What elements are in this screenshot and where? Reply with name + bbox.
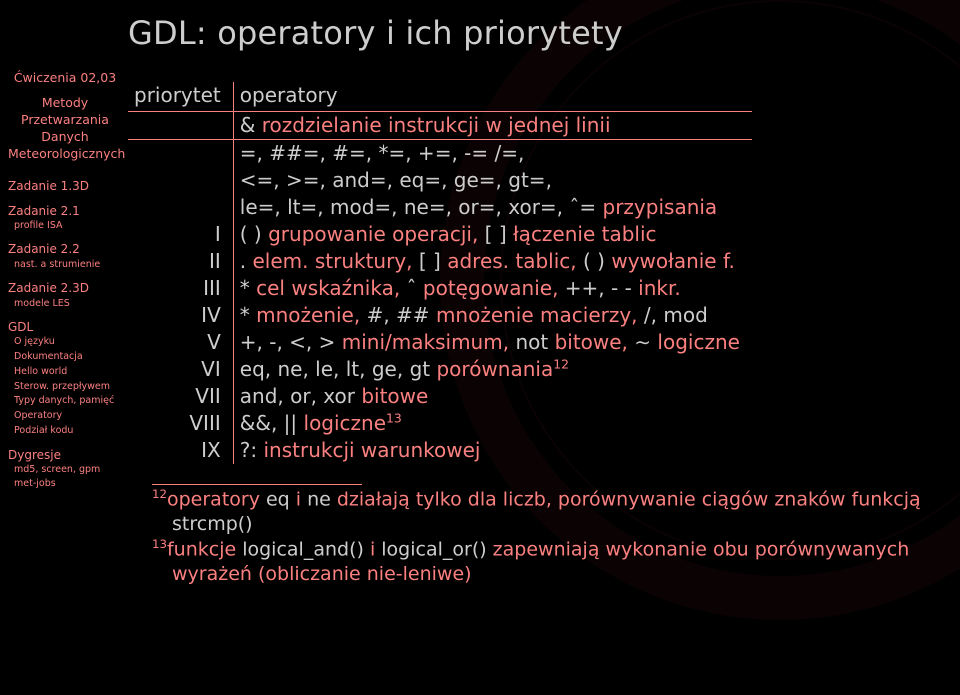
priority-cell: I: [128, 221, 233, 248]
table-row: VIeq, ne, le, lt, ge, gt porównania12: [128, 356, 752, 383]
priority-cell: II: [128, 248, 233, 275]
table-row: V+, -, <, > mini/maksimum, not bitowe, ∼…: [128, 329, 752, 356]
operators-cell: =, ##=, #=, *=, +=, -= /=,: [233, 140, 752, 168]
table-row: & rozdzielanie instrukcji w jednej linii: [128, 112, 752, 140]
operators-cell: * mnożenie, #, ## mnożenie macierzy, /, …: [233, 302, 752, 329]
priority-cell: VIII: [128, 410, 233, 437]
operators-cell: eq, ne, le, lt, ge, gt porównania12: [233, 356, 752, 383]
operators-cell: * cel wskaźnika, ˆ potęgowanie, ++, - - …: [233, 275, 752, 302]
sidebar-heading-1: Ćwiczenia 02,03: [8, 70, 122, 87]
sidebar-item[interactable]: Zadanie 1.3D: [8, 178, 122, 194]
sidebar-subitem[interactable]: modele LES: [14, 297, 122, 312]
table-row: II. elem. struktury, [ ] adres. tablic, …: [128, 248, 752, 275]
sidebar: Ćwiczenia 02,03 Metody Przetwarzania Dan…: [0, 0, 128, 695]
sidebar-item[interactable]: GDL: [8, 319, 122, 335]
sidebar-subitem[interactable]: nast. a strumienie: [14, 258, 122, 273]
footnote-separator: [152, 484, 362, 485]
operators-cell: ( ) grupowanie operacji, [ ] łączenie ta…: [233, 221, 752, 248]
priority-cell: V: [128, 329, 233, 356]
sidebar-heading-2: Metody Przetwarzania Danych Meteorologic…: [8, 95, 122, 163]
sidebar-item[interactable]: Dygresje: [8, 447, 122, 463]
sidebar-subitem-active[interactable]: Operatory: [14, 409, 122, 424]
slide-page: Ćwiczenia 02,03 Metody Przetwarzania Dan…: [0, 0, 960, 695]
table-row: =, ##=, #=, *=, +=, -= /=,: [128, 140, 752, 168]
sidebar-subitem[interactable]: Hello world: [14, 365, 122, 380]
operators-cell: ?: instrukcji warunkowej: [233, 437, 752, 464]
table-row: IX?: instrukcji warunkowej: [128, 437, 752, 464]
operators-cell: and, or, xor bitowe: [233, 383, 752, 410]
table-body: & rozdzielanie instrukcji w jednej linii…: [128, 112, 752, 465]
table-header: priorytet operatory: [128, 82, 752, 112]
priority-cell: IV: [128, 302, 233, 329]
footnotes: 12operatory eq i ne działają tylko dla l…: [128, 487, 940, 586]
table-row: VIII&&, || logiczne13: [128, 410, 752, 437]
sidebar-subitem[interactable]: Podział kodu: [14, 424, 122, 439]
priority-cell: [128, 167, 233, 194]
sidebar-subitem[interactable]: Typy danych, pamięć: [14, 394, 122, 409]
header-operators: operatory: [233, 82, 752, 111]
table-row: I( ) grupowanie operacji, [ ] łączenie t…: [128, 221, 752, 248]
operators-cell: & rozdzielanie instrukcji w jednej linii: [233, 112, 752, 140]
table-row: IV* mnożenie, #, ## mnożenie macierzy, /…: [128, 302, 752, 329]
priority-cell: IX: [128, 437, 233, 464]
priority-cell: VI: [128, 356, 233, 383]
sidebar-subitem[interactable]: Dokumentacja: [14, 350, 122, 365]
slide-title: GDL: operatory i ich priorytety: [128, 14, 940, 52]
sidebar-item[interactable]: Zadanie 2.2: [8, 241, 122, 257]
operators-cell: <=, >=, and=, eq=, ge=, gt=,: [233, 167, 752, 194]
priority-cell: III: [128, 275, 233, 302]
header-priority: priorytet: [128, 82, 233, 111]
table-row: <=, >=, and=, eq=, ge=, gt=,: [128, 167, 752, 194]
operators-cell: +, -, <, > mini/maksimum, not bitowe, ∼ …: [233, 329, 752, 356]
operators-cell: le=, lt=, mod=, ne=, or=, xor=, ˆ= przyp…: [233, 194, 752, 221]
sidebar-subitem[interactable]: md5, screen, gpm: [14, 463, 122, 478]
priority-cell: [128, 194, 233, 221]
sidebar-subitem[interactable]: profile ISA: [14, 219, 122, 234]
sidebar-item[interactable]: Zadanie 2.3D: [8, 280, 122, 296]
sidebar-subitem[interactable]: Sterow. przepływem: [14, 380, 122, 395]
table-row: VIIand, or, xor bitowe: [128, 383, 752, 410]
footnote: 13funkcje logical_and() i logical_or() z…: [128, 537, 940, 587]
main-content: GDL: operatory i ich priorytety prioryte…: [128, 0, 960, 695]
table-row: le=, lt=, mod=, ne=, or=, xor=, ˆ= przyp…: [128, 194, 752, 221]
sidebar-subitem[interactable]: O języku: [14, 335, 122, 350]
priority-table: priorytet operatory & rozdzielanie instr…: [128, 82, 752, 464]
sidebar-item[interactable]: Zadanie 2.1: [8, 203, 122, 219]
footnote: 12operatory eq i ne działają tylko dla l…: [128, 487, 940, 537]
sidebar-subitem[interactable]: met-jobs: [14, 477, 122, 492]
operators-cell: . elem. struktury, [ ] adres. tablic, ( …: [233, 248, 752, 275]
operators-cell: &&, || logiczne13: [233, 410, 752, 437]
priority-cell: VII: [128, 383, 233, 410]
priority-cell: [128, 112, 233, 140]
table-row: III* cel wskaźnika, ˆ potęgowanie, ++, -…: [128, 275, 752, 302]
priority-cell: [128, 140, 233, 168]
